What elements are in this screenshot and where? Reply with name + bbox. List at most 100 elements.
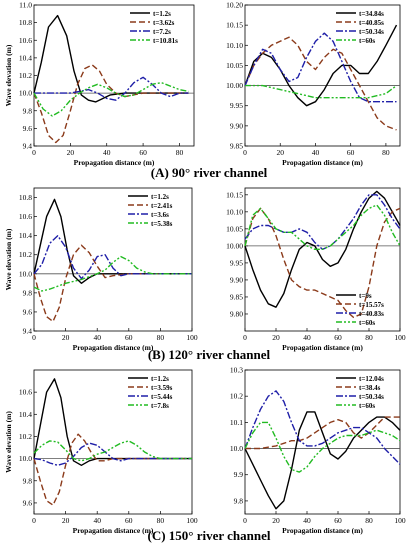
- x-tick-label: 20: [62, 516, 70, 525]
- y-tick-label: 10.10: [226, 41, 243, 50]
- x-tick-label: 0: [32, 148, 36, 157]
- chart-b-right: 0 20 40 60 80 100 9.80 9.85 9.90 9.95 10.00 10.05 10…: [226, 187, 406, 352]
- caption-b: (B) 120° river channel: [147, 347, 271, 362]
- chart-a-left: 0 20 40 60 80 9.4 9.6 9.8 10.0 10.2 10.4 10.6 10.8 11…: [4, 1, 195, 167]
- y-tick-label: 9.8: [23, 476, 33, 485]
- x-tick-label: 60: [334, 333, 342, 342]
- y-tick-label: 10.4: [19, 53, 32, 62]
- series-line-1: [244, 411, 401, 510]
- y-tick-label: 10.4: [19, 231, 32, 240]
- legend-label: t=3.6s: [151, 211, 169, 219]
- y-tick-label: 9.85: [230, 292, 243, 301]
- x-tick-label: 80: [157, 333, 165, 342]
- x-tick-label: 100: [186, 516, 198, 525]
- legend-label: t=3.62s: [153, 19, 175, 27]
- y-tick-label: 10.2: [19, 250, 32, 259]
- x-tick-label: 100: [394, 333, 406, 342]
- caption-c: (C) 150° river channel: [147, 528, 271, 543]
- series-line-4: [244, 421, 401, 473]
- x-tick-label: 80: [365, 516, 373, 525]
- x-axis-label: Propagation distance (m): [73, 343, 154, 352]
- x-tick-label: 60: [334, 516, 342, 525]
- x-axis-label: Propagation distance (m): [74, 158, 155, 167]
- y-tick-label: 10.8: [19, 193, 32, 202]
- y-tick-label: 9.6: [23, 124, 33, 133]
- x-tick-label: 0: [243, 148, 247, 157]
- y-tick-label: 10.4: [19, 410, 32, 419]
- plot-frame: [33, 187, 193, 332]
- x-tick-label: 20: [272, 516, 280, 525]
- x-tick-label: 40: [93, 516, 101, 525]
- series-line-4: [244, 204, 401, 251]
- y-tick-label: 10.05: [226, 61, 243, 70]
- plot-frame: [244, 369, 401, 515]
- legend-label: t=5.44s: [151, 393, 173, 401]
- series-line-2: [244, 207, 401, 319]
- x-tick-label: 0: [32, 333, 36, 342]
- series-line-3: [244, 32, 397, 103]
- legend-label: t=7.8s: [151, 402, 169, 410]
- x-tick-label: 0: [243, 516, 247, 525]
- legend-label: t=1.2s: [151, 375, 169, 383]
- legend-label: t=1.2s: [151, 193, 169, 201]
- x-tick-label: 40: [303, 333, 311, 342]
- legend-label: t=40.85s: [359, 19, 384, 27]
- y-axis-label: Wave elevation (m): [4, 228, 13, 290]
- y-tick-label: 9.6: [23, 498, 33, 507]
- series-line-1: [244, 24, 398, 107]
- legend-label: t=3.59s: [151, 384, 173, 392]
- series-line-4: [33, 81, 189, 117]
- y-tick-label: 10.0: [230, 444, 243, 453]
- y-tick-label: 10.20: [226, 1, 243, 10]
- y-tick-label: 9.80: [230, 309, 243, 318]
- chart-a-right: 0 20 40 60 80 9.85 9.90 9.95 10.00 10.05 10.10 10.1…: [226, 1, 401, 167]
- y-tick-label: 10.0: [19, 454, 32, 463]
- plot-frame: [244, 187, 401, 332]
- y-tick-label: 9.8: [23, 106, 33, 115]
- x-axis-label: Propagation distance (m): [282, 158, 363, 167]
- x-tick-label: 20: [276, 148, 284, 157]
- x-tick-label: 80: [365, 333, 373, 342]
- series-line-3: [34, 76, 189, 101]
- legend-label: t=40.83s: [359, 310, 384, 318]
- plot-frame: [33, 369, 193, 515]
- x-tick-label: 20: [62, 333, 70, 342]
- y-tick-label: 10.0: [19, 269, 32, 278]
- legend-label: t=10.81s: [153, 37, 178, 45]
- y-tick-label: 9.95: [230, 101, 243, 110]
- x-axis-label: Propagation distance (m): [282, 343, 363, 352]
- x-tick-label: 80: [176, 148, 184, 157]
- legend-label: t=1.2s: [153, 10, 171, 18]
- x-tick-label: 60: [125, 516, 133, 525]
- legend-label: t=50.34s: [359, 28, 384, 36]
- y-tick-label: 10.2: [19, 432, 32, 441]
- y-axis-label: Wave elevation (m): [4, 411, 13, 473]
- chart-b-left: 0 20 40 60 80 100 9.4 9.6 9.8 10.0 10.2 10.4 10.6 10.…: [4, 187, 198, 352]
- x-tick-label: 20: [67, 148, 75, 157]
- legend-label: t=2.41s: [151, 202, 173, 210]
- y-tick-label: 10.2: [230, 392, 243, 401]
- legend-label: t=60s: [359, 402, 375, 410]
- series-line-2: [33, 433, 192, 506]
- series-line-1: [244, 190, 401, 308]
- x-tick-label: 60: [347, 148, 355, 157]
- y-tick-label: 10.6: [19, 36, 32, 45]
- legend-label: t=38.4s: [359, 384, 381, 392]
- y-tick-label: 10.0: [19, 89, 32, 98]
- legend-label: t=60s: [359, 37, 375, 45]
- y-tick-label: 10.1: [230, 418, 243, 427]
- y-tick-label: 9.8: [234, 496, 244, 505]
- x-tick-label: 0: [32, 516, 36, 525]
- x-tick-label: 60: [139, 148, 147, 157]
- series-line-4: [245, 84, 397, 99]
- y-tick-label: 9.4: [23, 327, 33, 336]
- x-axis-label: Propagation distance (m): [73, 526, 154, 535]
- x-tick-label: 20: [272, 333, 280, 342]
- x-tick-label: 80: [157, 516, 165, 525]
- y-tick-label: 10.2: [19, 71, 32, 80]
- y-tick-label: 10.10: [226, 207, 243, 216]
- legend-label: t=9s: [359, 292, 372, 300]
- y-tick-label: 9.90: [230, 275, 243, 284]
